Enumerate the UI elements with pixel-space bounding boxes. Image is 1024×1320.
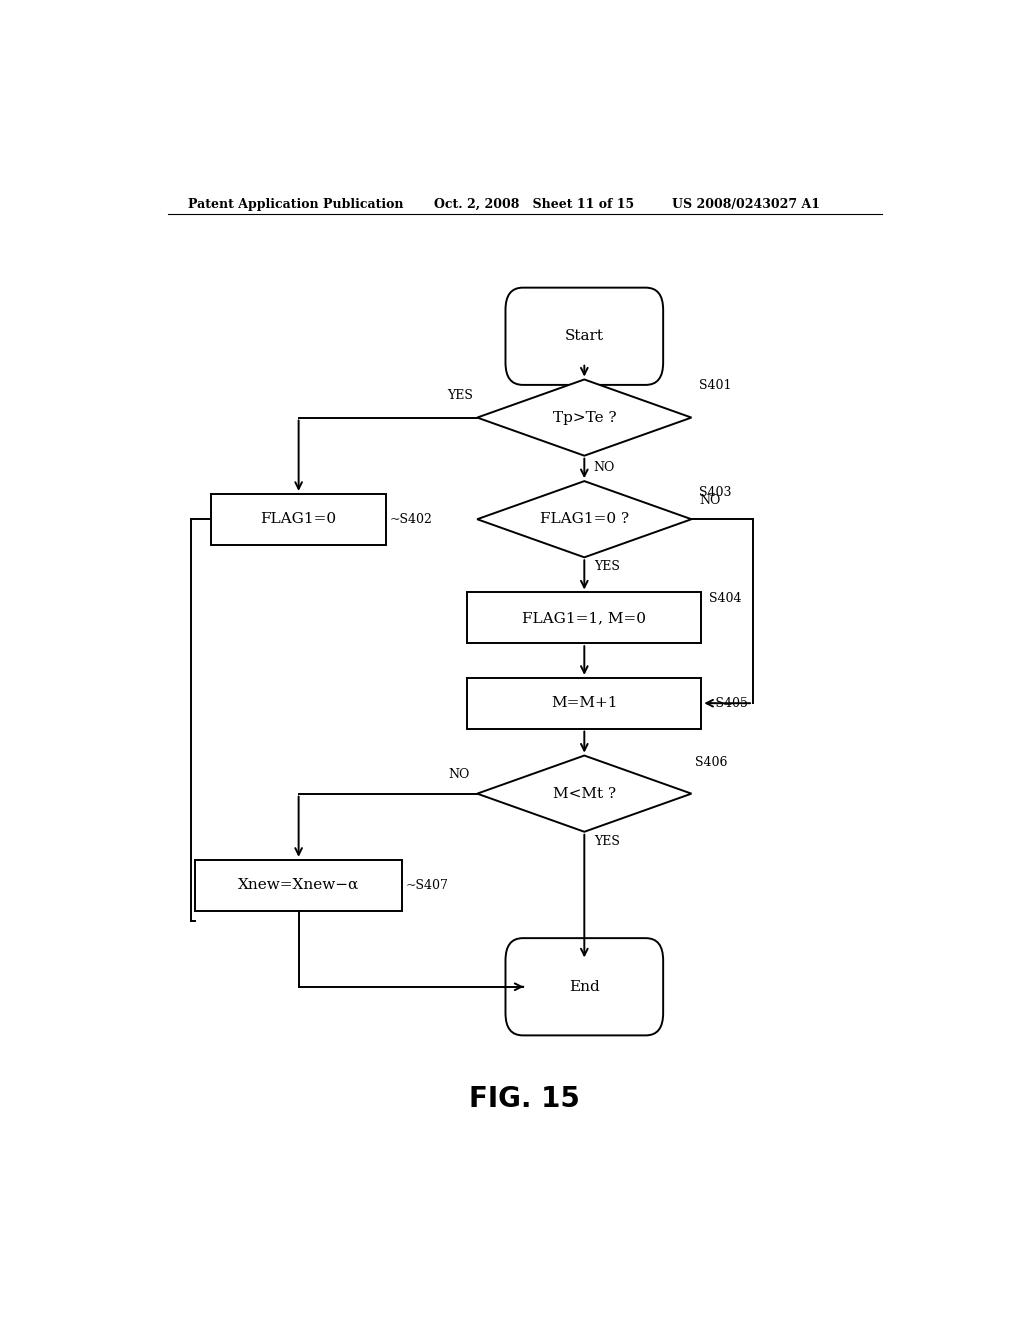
Text: End: End bbox=[569, 979, 600, 994]
Text: Patent Application Publication: Patent Application Publication bbox=[187, 198, 403, 211]
Text: S401: S401 bbox=[699, 379, 732, 392]
Bar bbox=[467, 593, 701, 643]
Text: FLAG1=1, M=0: FLAG1=1, M=0 bbox=[522, 611, 646, 624]
Text: S403: S403 bbox=[699, 486, 732, 499]
Polygon shape bbox=[477, 480, 691, 557]
Text: Start: Start bbox=[565, 329, 604, 343]
Text: US 2008/0243027 A1: US 2008/0243027 A1 bbox=[672, 198, 819, 211]
Bar bbox=[467, 677, 701, 729]
Text: NO: NO bbox=[447, 768, 469, 781]
Text: ~S405: ~S405 bbox=[706, 697, 749, 710]
Polygon shape bbox=[477, 755, 691, 832]
FancyBboxPatch shape bbox=[506, 288, 664, 385]
Text: FLAG1=0: FLAG1=0 bbox=[260, 512, 337, 527]
FancyBboxPatch shape bbox=[506, 939, 664, 1035]
Text: S404: S404 bbox=[710, 593, 741, 606]
Text: M<Mt ?: M<Mt ? bbox=[553, 787, 615, 801]
Text: YES: YES bbox=[594, 561, 620, 573]
Polygon shape bbox=[477, 379, 691, 455]
Text: YES: YES bbox=[594, 834, 620, 847]
Text: FIG. 15: FIG. 15 bbox=[469, 1085, 581, 1113]
Text: YES: YES bbox=[447, 389, 473, 403]
Text: S406: S406 bbox=[695, 755, 728, 768]
Text: Xnew=Xnew−α: Xnew=Xnew−α bbox=[238, 878, 359, 892]
Text: ~S402: ~S402 bbox=[390, 512, 433, 525]
Text: Oct. 2, 2008   Sheet 11 of 15: Oct. 2, 2008 Sheet 11 of 15 bbox=[433, 198, 634, 211]
Text: NO: NO bbox=[699, 494, 721, 507]
Text: Tp>Te ?: Tp>Te ? bbox=[553, 411, 616, 425]
Bar bbox=[211, 494, 386, 545]
Text: M=M+1: M=M+1 bbox=[551, 696, 617, 710]
Bar bbox=[196, 859, 401, 911]
Text: ~S407: ~S407 bbox=[406, 879, 449, 891]
Text: FLAG1=0 ?: FLAG1=0 ? bbox=[540, 512, 629, 527]
Text: NO: NO bbox=[594, 461, 615, 474]
